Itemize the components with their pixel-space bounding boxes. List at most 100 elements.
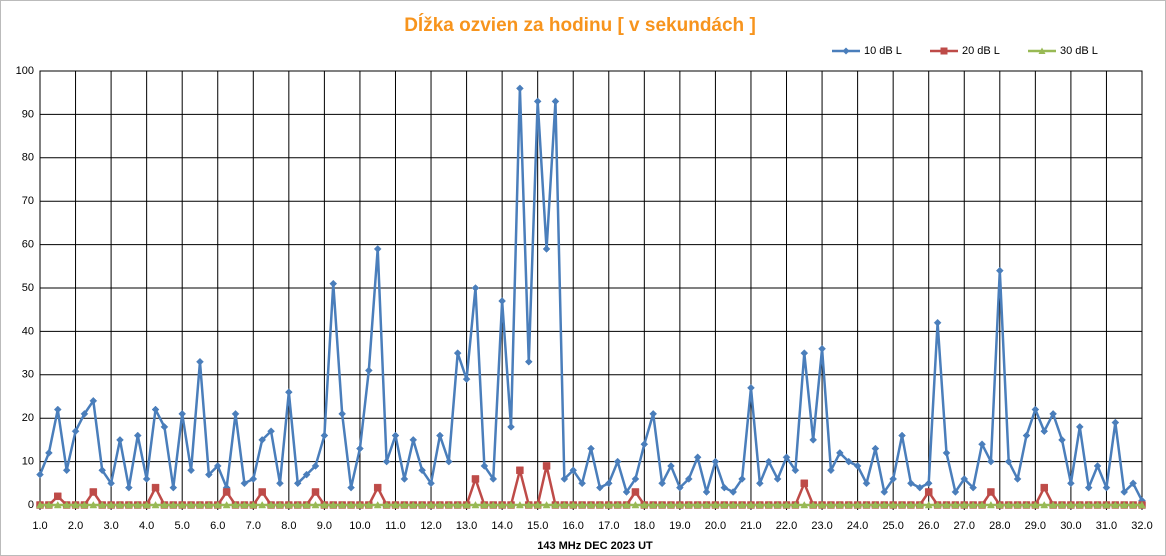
data-point [116, 436, 124, 444]
data-point [373, 500, 382, 509]
data-point [818, 500, 826, 509]
data-point [649, 410, 658, 418]
data-point [942, 500, 951, 509]
x-tick-label: 21.0 [740, 520, 761, 532]
data-point [284, 388, 293, 397]
data-point [613, 457, 622, 466]
data-point [44, 500, 53, 509]
data-point [54, 492, 62, 501]
y-tick-label: 100 [16, 65, 34, 77]
data-point [915, 500, 924, 509]
x-tick-label: 10.0 [349, 520, 370, 532]
y-tick-label: 40 [22, 325, 34, 337]
x-tick-label: 6.0 [210, 520, 225, 532]
data-point [889, 475, 898, 483]
data-point [45, 449, 53, 457]
data-point [960, 475, 969, 483]
data-point [969, 500, 978, 509]
data-point [791, 466, 800, 475]
data-point [382, 500, 391, 509]
data-point [418, 500, 427, 509]
data-point [658, 479, 666, 488]
data-point [133, 500, 142, 509]
data-point [151, 500, 160, 509]
data-point [667, 500, 675, 509]
data-point [987, 500, 995, 509]
data-point [240, 500, 249, 509]
data-point [1120, 488, 1129, 496]
x-tick-label: 28.0 [989, 520, 1010, 532]
data-point [782, 453, 791, 462]
data-point [791, 500, 800, 509]
data-point [1013, 475, 1022, 483]
data-point [835, 449, 844, 457]
data-point [898, 500, 906, 509]
y-tick-label: 50 [22, 282, 34, 294]
data-point [133, 431, 142, 440]
data-point [1049, 410, 1057, 418]
data-point [542, 462, 551, 470]
data-point [116, 500, 124, 509]
data-point [36, 470, 44, 479]
data-point [800, 349, 809, 357]
data-point [542, 245, 551, 253]
data-point [880, 488, 889, 496]
x-tick-label: 7.0 [246, 520, 261, 532]
data-point [924, 500, 933, 509]
data-point [782, 500, 791, 509]
data-point [755, 500, 764, 509]
data-point [898, 431, 906, 440]
data-point [329, 500, 338, 509]
data-point [844, 500, 853, 509]
data-point [284, 500, 293, 509]
data-point [89, 500, 98, 509]
data-point [596, 483, 604, 492]
data-point [587, 444, 595, 453]
legend-label: 10 dB L [864, 45, 902, 57]
data-point [524, 357, 533, 366]
data-point [489, 475, 498, 483]
data-point [560, 500, 569, 509]
data-point [1111, 418, 1120, 427]
data-point [987, 457, 995, 466]
data-point [1031, 405, 1040, 414]
data-point [693, 453, 702, 462]
data-point [880, 500, 889, 509]
data-point [1102, 500, 1111, 509]
x-tick-label: 14.0 [491, 520, 512, 532]
data-point [373, 483, 382, 492]
data-point [1084, 500, 1093, 509]
data-point [1129, 500, 1138, 509]
data-point [258, 436, 267, 444]
data-point [400, 500, 409, 509]
y-tick-label: 90 [22, 108, 34, 120]
data-point [204, 500, 213, 509]
data-point [800, 479, 809, 488]
data-point [1067, 479, 1075, 488]
data-point [453, 349, 462, 357]
data-point [1075, 423, 1084, 431]
data-point [329, 279, 338, 288]
data-point [409, 500, 418, 509]
data-point [569, 466, 578, 475]
legend-marker [842, 47, 850, 55]
data-point [702, 500, 711, 509]
data-point [311, 500, 320, 509]
data-point [933, 500, 942, 509]
data-point [907, 479, 915, 488]
x-tick-label: 13.0 [456, 520, 477, 532]
data-point [436, 500, 444, 509]
data-point [524, 500, 533, 509]
data-point [764, 500, 773, 509]
data-point [89, 396, 98, 405]
data-point [142, 475, 151, 483]
data-point [756, 479, 764, 488]
data-point [471, 284, 480, 292]
x-tick-label: 17.0 [598, 520, 619, 532]
data-point [1093, 500, 1102, 509]
data-point [338, 500, 347, 509]
data-point [373, 245, 382, 253]
data-point [835, 500, 844, 509]
